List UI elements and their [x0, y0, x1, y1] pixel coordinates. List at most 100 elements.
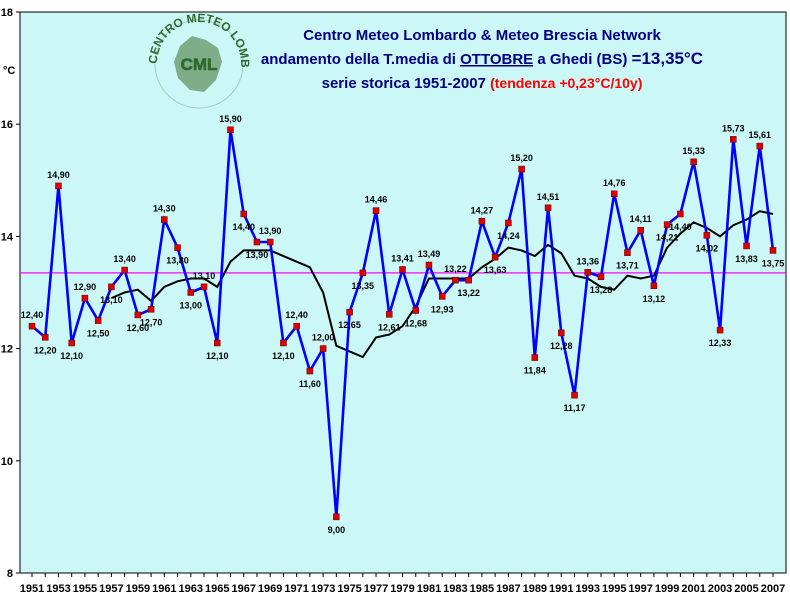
- x-tick-label: 1985: [470, 583, 494, 595]
- x-tick-label: 1997: [628, 583, 652, 595]
- data-label: 12,50: [87, 329, 110, 339]
- data-label: 12,10: [272, 351, 295, 361]
- data-label: 13,22: [457, 288, 480, 298]
- logo-center-text: CML: [181, 55, 218, 74]
- data-label: 12,40: [285, 310, 308, 320]
- data-point: [240, 210, 247, 218]
- data-point: [253, 238, 261, 246]
- data-point: [478, 218, 486, 225]
- data-point: [28, 322, 36, 330]
- data-point: [677, 210, 684, 218]
- data-point: [769, 247, 777, 254]
- title-line-2-mid: a Ghedi (BS): [533, 51, 631, 68]
- data-label: 12,93: [431, 304, 454, 314]
- y-tick-label: 12: [1, 344, 13, 356]
- x-tick-label: 1959: [126, 583, 150, 595]
- title-line-2-value: =13,35°C: [632, 49, 704, 68]
- data-point: [544, 204, 552, 212]
- data-label: 12,10: [206, 351, 229, 361]
- data-label: 12,90: [74, 282, 97, 292]
- x-tick-label: 1963: [179, 583, 203, 595]
- data-point: [610, 190, 618, 198]
- data-label: 11,84: [524, 366, 546, 376]
- data-label: 14,30: [153, 204, 176, 214]
- data-label: 14,21: [656, 233, 679, 243]
- data-point: [147, 306, 155, 313]
- data-label: 13,35: [352, 281, 375, 291]
- data-point: [134, 311, 142, 319]
- x-tick-label: 1977: [364, 583, 388, 595]
- data-label: 14,90: [47, 170, 70, 180]
- data-point: [200, 283, 208, 291]
- data-label: 12,00: [312, 333, 335, 343]
- data-label: 14,40: [669, 222, 692, 232]
- x-tick-label: 1993: [576, 583, 600, 595]
- data-point: [359, 269, 367, 277]
- data-point: [505, 219, 512, 227]
- x-tick-label: 2003: [708, 583, 732, 595]
- x-tick-label: 1979: [390, 583, 414, 595]
- title-line-2-pre: andamento della T.media di: [261, 51, 460, 68]
- data-point: [346, 308, 353, 316]
- data-label: 14,02: [696, 243, 719, 253]
- lombardy-map-icon: [174, 36, 222, 92]
- y-tick-label: 8: [7, 568, 13, 580]
- data-point: [68, 339, 75, 347]
- chart-title: Centro Meteo Lombardo & Meteo Brescia Ne…: [261, 27, 703, 92]
- data-point: [531, 354, 539, 361]
- title-line-2: andamento della T.media di OTTOBRE a Ghe…: [261, 49, 703, 68]
- y-axis: 8 10 12 14 16 18: [1, 7, 20, 580]
- x-tick-label: 1953: [46, 583, 70, 595]
- data-point: [491, 253, 499, 261]
- x-tick-label: 1973: [311, 583, 335, 595]
- data-point: [518, 165, 525, 173]
- x-tick-label: 1983: [443, 583, 467, 595]
- data-point: [386, 311, 393, 318]
- data-point: [756, 142, 764, 150]
- x-axis: 1951 1953 1955 1957 1959 1961 1963 1965 1967 1969…: [20, 573, 785, 595]
- x-tick-label: 1955: [73, 583, 97, 595]
- data-label: 14,76: [603, 178, 626, 188]
- y-tick-label: 18: [1, 7, 13, 19]
- x-tick-label: 1965: [205, 583, 229, 595]
- data-point: [663, 221, 671, 228]
- data-label: 13,83: [735, 254, 758, 264]
- data-label: 13,10: [100, 295, 123, 305]
- y-axis-label: °C: [3, 65, 15, 77]
- data-label: 12,65: [338, 320, 361, 330]
- data-point: [161, 216, 168, 223]
- data-label: 12,40: [21, 310, 44, 320]
- title-line-3-pre: serie storica 1951-2007: [322, 75, 490, 92]
- data-point: [121, 266, 128, 274]
- data-label: 15,20: [510, 153, 533, 163]
- data-point: [425, 261, 433, 269]
- y-tick-label: 14: [1, 231, 14, 243]
- data-point: [558, 329, 565, 337]
- data-point: [690, 158, 697, 166]
- data-label: 12,28: [550, 341, 573, 351]
- data-point: [716, 326, 724, 334]
- data-label: 12,68: [404, 318, 427, 328]
- x-tick-label: 1957: [99, 583, 123, 595]
- x-tick-label: 2005: [734, 583, 758, 595]
- y-tick-label: 16: [1, 119, 13, 131]
- data-label: 14,46: [365, 195, 388, 205]
- data-point: [187, 289, 195, 296]
- data-point: [319, 345, 327, 352]
- x-tick-label: 2001: [681, 583, 705, 595]
- y-tick-label: 10: [1, 456, 13, 468]
- x-tick-label: 1981: [417, 583, 441, 595]
- data-label: 12,70: [140, 317, 163, 327]
- data-point: [280, 339, 287, 347]
- data-label: 13,75: [762, 258, 785, 268]
- data-label: 12,10: [60, 351, 83, 361]
- data-point: [584, 269, 591, 276]
- data-label: 14,24: [497, 231, 520, 241]
- data-label: 13,90: [246, 250, 269, 260]
- data-point: [108, 283, 115, 291]
- data-point: [743, 242, 750, 250]
- data-label: 14,51: [537, 192, 560, 202]
- x-tick-label: 1951: [20, 583, 44, 595]
- x-tick-label: 1989: [523, 583, 547, 595]
